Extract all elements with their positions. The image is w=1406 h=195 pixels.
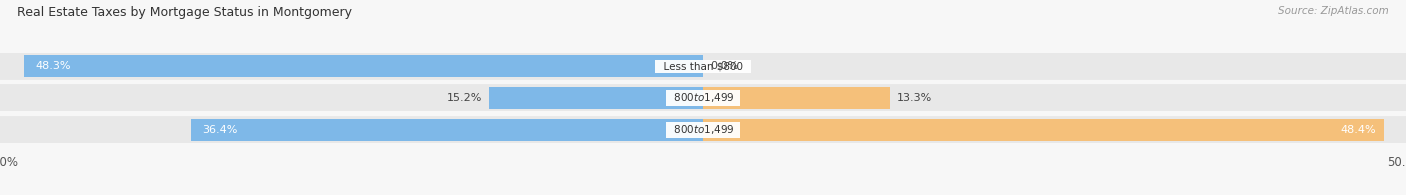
Bar	[0, 116, 1406, 143]
Text: 48.3%: 48.3%	[35, 61, 70, 71]
Text: Real Estate Taxes by Mortgage Status in Montgomery: Real Estate Taxes by Mortgage Status in …	[17, 6, 352, 19]
Bar	[703, 119, 1384, 141]
Bar	[489, 87, 703, 109]
Text: $800 to $1,499: $800 to $1,499	[666, 123, 740, 136]
Text: 0.0%: 0.0%	[710, 61, 738, 71]
Bar	[191, 119, 703, 141]
Bar	[24, 55, 703, 77]
Bar	[0, 84, 1406, 112]
Legend: Without Mortgage, With Mortgage: Without Mortgage, With Mortgage	[578, 194, 828, 195]
Bar	[0, 52, 1406, 80]
Text: 13.3%: 13.3%	[897, 93, 932, 103]
Text: 36.4%: 36.4%	[202, 125, 238, 135]
Text: 15.2%: 15.2%	[447, 93, 482, 103]
Text: Less than $800: Less than $800	[657, 61, 749, 71]
Text: Source: ZipAtlas.com: Source: ZipAtlas.com	[1278, 6, 1389, 16]
Text: 48.4%: 48.4%	[1341, 125, 1376, 135]
Bar	[703, 87, 890, 109]
Text: $800 to $1,499: $800 to $1,499	[666, 91, 740, 105]
